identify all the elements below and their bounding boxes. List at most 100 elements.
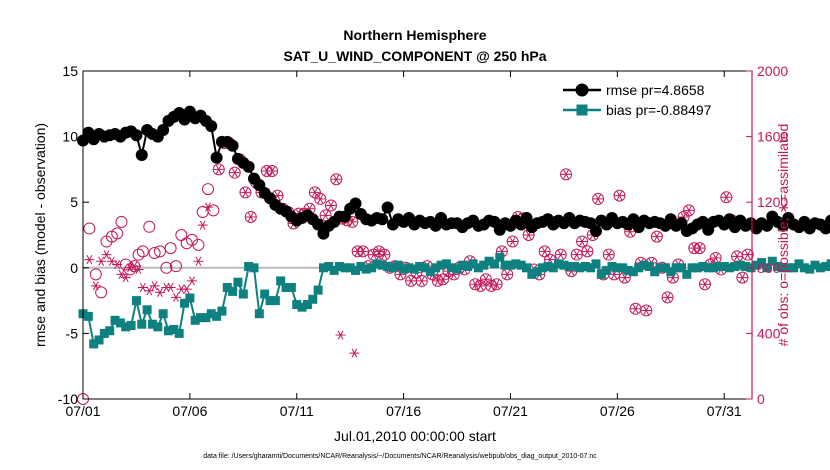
y-right-tick-label: 2000	[757, 63, 788, 79]
obs-possible-point	[613, 189, 626, 202]
bias-point	[543, 261, 553, 271]
bias-point	[666, 267, 676, 277]
bias-point	[522, 263, 532, 273]
bias-point	[147, 319, 157, 329]
bias-point	[660, 263, 670, 273]
rmse-point	[819, 222, 830, 235]
obs-possible-point	[148, 247, 161, 260]
obs-possible-point	[153, 245, 166, 258]
obs-assimilated-point	[144, 286, 155, 296]
obs-assimilated-point	[267, 166, 278, 176]
bias-point	[163, 326, 173, 336]
bias-point	[121, 322, 131, 332]
bias-point	[564, 261, 574, 271]
obs-assimilated-point	[379, 250, 390, 260]
obs-possible-point	[83, 222, 96, 235]
obs-assimilated-point	[331, 174, 342, 184]
obs-assimilated-point	[470, 279, 481, 289]
bias-point	[153, 322, 163, 332]
bias-point	[420, 263, 430, 273]
rmse-point	[376, 213, 389, 226]
bias-point	[548, 263, 558, 273]
legend-box	[558, 77, 748, 121]
x-tick-label: 07/11	[280, 403, 314, 419]
rmse-point	[589, 225, 602, 238]
obs-possible-point	[661, 291, 674, 304]
obs-possible-point	[490, 278, 503, 291]
rmse-point	[520, 211, 533, 224]
bias-point	[409, 264, 419, 274]
obs-assimilated-point	[335, 330, 346, 340]
bias-point	[650, 267, 660, 277]
obs-possible-point	[720, 191, 733, 204]
bias-point	[452, 264, 462, 274]
bias-point	[741, 261, 751, 271]
bias-point	[436, 260, 446, 270]
bias-point	[532, 267, 542, 277]
obs-possible-point	[95, 286, 108, 299]
obs-assimilated-point	[732, 251, 743, 261]
legend-rmse-marker	[575, 83, 589, 97]
rmse-point	[130, 129, 143, 142]
bias-point	[495, 252, 505, 262]
bias-point	[623, 265, 633, 275]
bias-point	[260, 289, 270, 299]
obs-assimilated-point	[502, 269, 513, 279]
bias-point	[174, 328, 184, 338]
bias-point	[580, 261, 590, 271]
bias-point	[308, 294, 318, 304]
bias-point	[794, 259, 804, 269]
bias-point	[468, 259, 478, 269]
rmse-point	[312, 218, 325, 231]
obs-assimilated-point	[630, 304, 641, 314]
bias-point	[185, 293, 195, 303]
plot-area	[77, 105, 830, 405]
bias-point	[692, 263, 702, 273]
y-left-tick-label: 10	[62, 129, 78, 145]
x-axis-label: Jul.01,2010 00:00:00 start	[334, 428, 496, 444]
bias-point	[805, 264, 815, 274]
obs-assimilated-point	[84, 255, 95, 265]
bias-point	[682, 269, 692, 279]
obs-assimilated-point	[432, 276, 443, 286]
bias-point	[265, 296, 275, 306]
bias-point	[318, 263, 328, 273]
obs-assimilated-point	[507, 236, 518, 247]
obs-assimilated-point	[603, 250, 614, 260]
y-axis-right-label: # of obs: o=possible; ∗=assimilated	[775, 124, 791, 347]
bias-point	[586, 263, 596, 273]
bias-point	[94, 335, 104, 345]
obs-assimilated-point	[229, 168, 240, 178]
bias-point	[815, 263, 825, 273]
bias-point	[126, 321, 136, 331]
bias-point	[383, 261, 393, 271]
bias-point	[425, 267, 435, 277]
obs-possible-point	[506, 235, 519, 248]
bias-point	[473, 263, 483, 273]
y-left-tick-label: 15	[62, 63, 78, 79]
obs-possible-point	[314, 192, 327, 205]
obs-assimilated-point	[349, 348, 360, 358]
y-left-tick-label: -5	[66, 325, 79, 341]
bias-point	[596, 269, 606, 279]
obs-possible-point	[431, 274, 444, 287]
bias-point	[270, 296, 280, 306]
obs-assimilated-point	[120, 273, 131, 283]
y-right-tick-label: 800	[757, 260, 781, 276]
bias-point	[709, 263, 719, 273]
bias-point	[372, 259, 382, 269]
bias-point	[254, 309, 264, 319]
bias-point	[217, 306, 227, 316]
bias-point	[570, 261, 580, 271]
x-tick-label: 07/21	[493, 403, 528, 419]
obs-assimilated-point	[486, 281, 497, 291]
obs-assimilated-point	[491, 279, 502, 289]
x-tick-label: 07/26	[600, 403, 635, 419]
bias-point	[105, 326, 115, 336]
obs-possible-point	[741, 248, 754, 261]
bias-point	[377, 260, 387, 270]
rmse-point	[381, 201, 394, 214]
bias-point	[297, 302, 307, 312]
rmse-point	[825, 214, 830, 227]
obs-possible-point	[192, 238, 205, 251]
